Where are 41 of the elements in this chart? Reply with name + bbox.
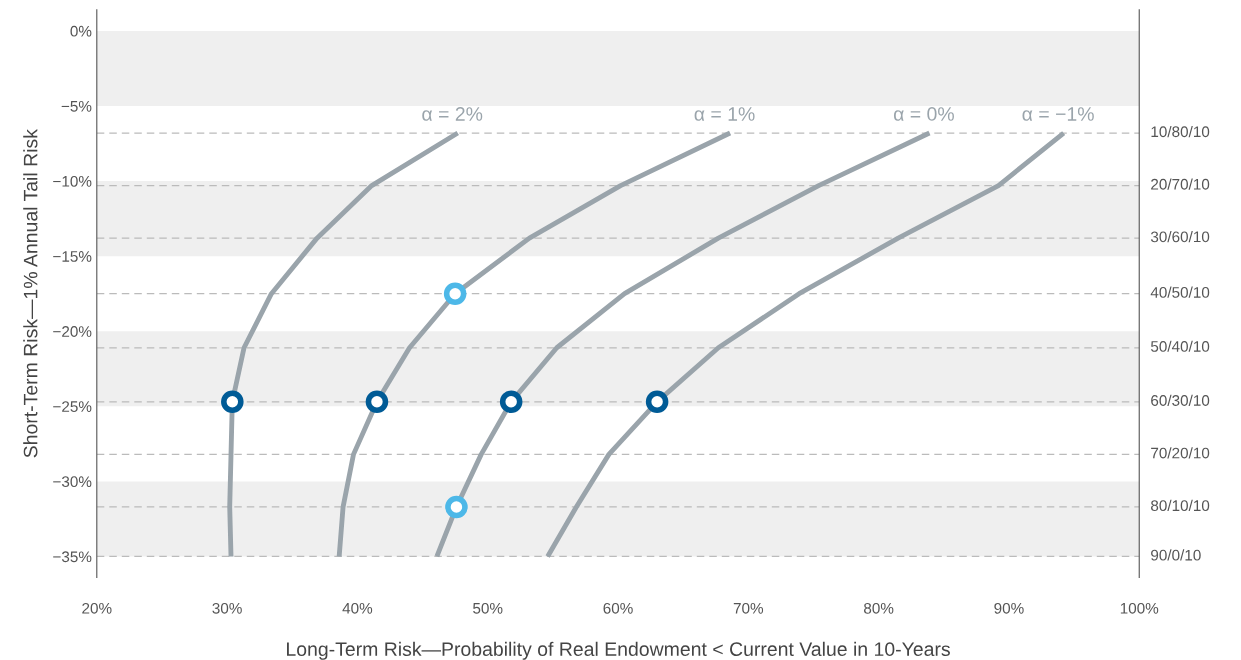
line-series — [545, 130, 1067, 559]
x-tick-label: 100% — [1120, 602, 1159, 614]
x-tick-label: 70% — [733, 602, 764, 614]
point — [445, 495, 468, 519]
text: 40/50/10 — [1150, 286, 1210, 298]
y-tick-label: −10% — [53, 175, 92, 187]
point — [365, 390, 389, 414]
text: 30/60/10 — [1150, 231, 1210, 243]
line-series — [336, 130, 733, 559]
y-tick-label: −20% — [53, 326, 92, 337]
x-tick-label: 40% — [342, 602, 373, 614]
series-label: α = −1% — [1022, 107, 1094, 121]
x-tick-label: 60% — [603, 602, 633, 614]
series-label: α = 2% — [422, 107, 483, 121]
y-axis-title: Short-Term Risk—1% Annual Tail Risk — [23, 129, 38, 458]
series-label: α = 0% — [893, 107, 954, 121]
line-series — [434, 130, 932, 559]
text: 10/80/10 — [1151, 125, 1210, 138]
y-tick-label: −5% — [61, 100, 92, 112]
x-axis-title: Long-Term Risk—Probability of Real Endowment < Current Value in 10-Years — [287, 641, 950, 660]
text: 50/40/10 — [1150, 340, 1210, 352]
point — [443, 282, 467, 305]
x-tick-label: 80% — [864, 602, 894, 614]
text: 80/10/10 — [1151, 499, 1210, 512]
series-label: α = 1% — [694, 107, 755, 121]
y-tick-label: −25% — [53, 401, 92, 413]
text: 70/20/10 — [1151, 447, 1210, 459]
x-tick-label: 20% — [82, 602, 112, 614]
y-tick-label: −15% — [53, 251, 92, 262]
x-tick-label: 30% — [212, 602, 242, 614]
y-tick-label: −35% — [53, 551, 92, 563]
text: 90/0/10 — [1151, 549, 1201, 561]
text: 20/70/10 — [1151, 178, 1210, 190]
point — [499, 390, 523, 414]
x-tick-label: 90% — [994, 602, 1024, 614]
y-tick-label: −30% — [53, 476, 92, 488]
x-tick-label: 50% — [473, 602, 503, 614]
y-tick-label: 0% — [70, 25, 92, 37]
text: 60/30/10 — [1151, 394, 1210, 406]
point — [221, 390, 244, 414]
point — [645, 390, 669, 414]
